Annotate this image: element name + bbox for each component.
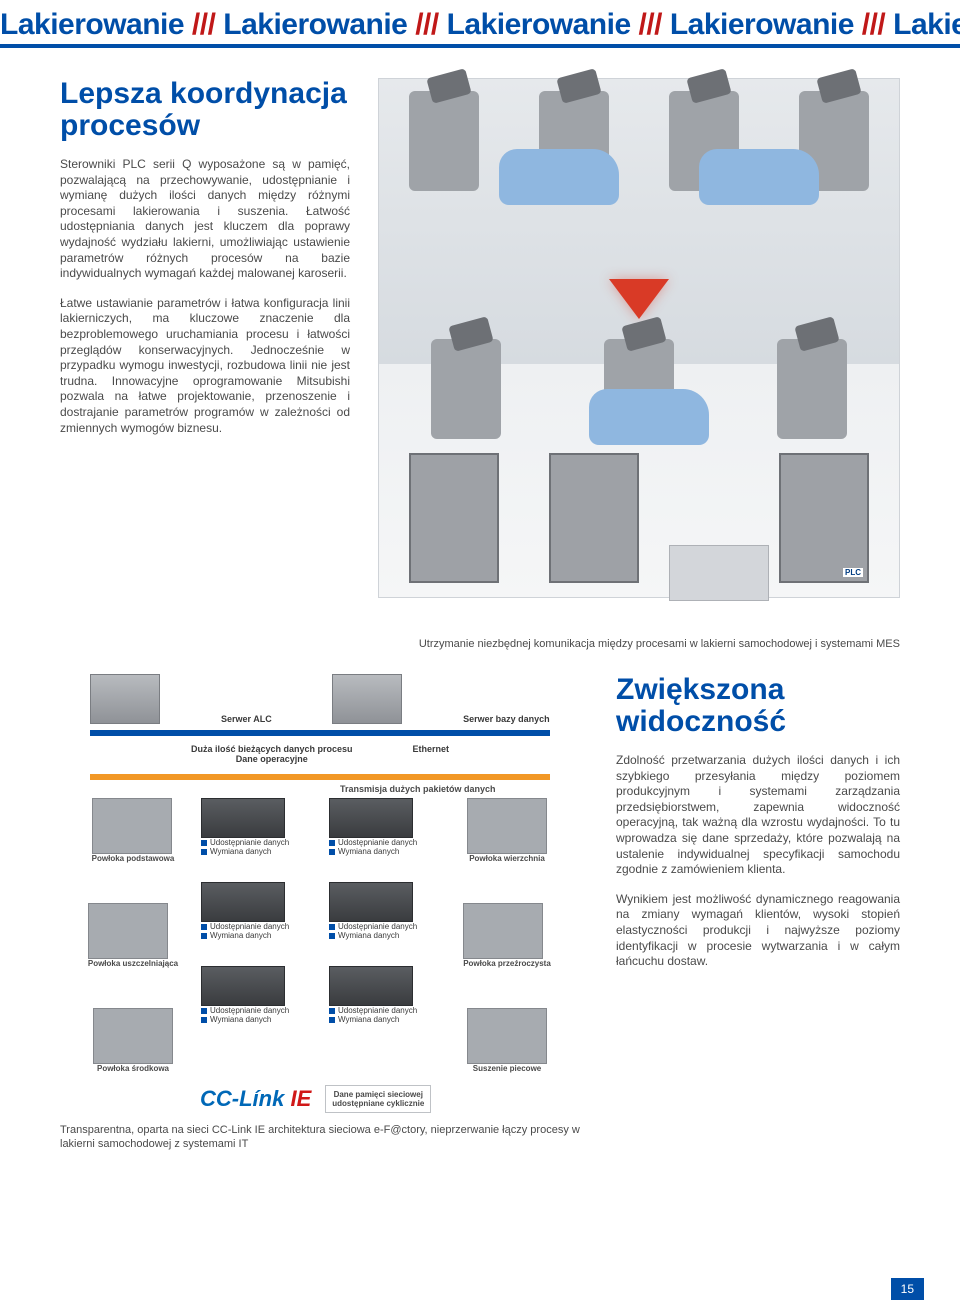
plc-icon (201, 798, 285, 838)
network-diagram: Serwer ALC Serwer bazy danych Duża ilość… (60, 674, 580, 1152)
bullet-icon (201, 1008, 207, 1014)
station-icon (92, 798, 172, 854)
server-icon (332, 674, 402, 724)
bullet-icon (329, 933, 335, 939)
header-marquee-text: Lakierowanie /// Lakierowanie /// Lakier… (0, 8, 960, 42)
section1-para2: Łatwe ustawianie parametrów i łatwa konf… (60, 296, 350, 436)
station-label: Powłoka podstawowa (92, 854, 175, 863)
bullet-icon (329, 840, 335, 846)
bullet-icon (329, 849, 335, 855)
control-cabinet-icon (549, 453, 639, 583)
robot-icon (777, 339, 847, 439)
server-label-db: Serwer bazy danych (463, 714, 550, 724)
station-label: Powłoka środkowa (93, 1064, 173, 1073)
section2-para1: Zdolność przetwarzania dużych ilości dan… (616, 753, 900, 878)
bullet-icon (329, 924, 335, 930)
section1-para1: Sterowniki PLC serii Q wyposażone są w p… (60, 157, 350, 282)
robot-icon (409, 91, 479, 191)
car-body-icon (699, 149, 819, 205)
hero-illustration: PLC (378, 78, 900, 598)
station-icon (467, 1008, 547, 1064)
plc-icon (329, 966, 413, 1006)
bullet-icon (329, 1017, 335, 1023)
mid-label-left: Duża ilość bieżących danych procesu Dane… (191, 744, 353, 764)
bullet-icon (201, 924, 207, 930)
section1-title: Lepsza koordynacja procesów (60, 78, 350, 141)
section2-para2: Wynikiem jest możliwość dynamicznego rea… (616, 892, 900, 970)
station-label: Powłoka przeźroczysta (463, 959, 551, 968)
plc-icon (329, 798, 413, 838)
laptop-icon (669, 545, 769, 601)
station-icon (463, 903, 543, 959)
field-bus-bar (90, 774, 550, 780)
server-icon (90, 674, 160, 724)
header-marquee: Lakierowanie /// Lakierowanie /// Lakier… (0, 0, 960, 48)
station-label: Powłoka uszczelniająca (88, 959, 178, 968)
bullet-icon (201, 840, 207, 846)
plc-icon (329, 882, 413, 922)
section2-title: Zwiększona widoczność (616, 674, 900, 737)
car-body-icon (589, 389, 709, 445)
bullet-icon (329, 1008, 335, 1014)
plc-icon (201, 882, 285, 922)
plc-icon (201, 966, 285, 1006)
control-cabinet-icon: PLC (779, 453, 869, 583)
hero-caption: Utrzymanie niezbędnej komunikacja między… (60, 638, 900, 650)
bullet-icon (201, 933, 207, 939)
transmission-label: Transmisja dużych pakietów danych (340, 784, 580, 794)
arrow-down-icon (609, 279, 669, 319)
control-cabinet-icon (409, 453, 499, 583)
station-label: Suszenie piecowe (467, 1064, 547, 1073)
station-icon (88, 903, 168, 959)
mid-label-right: Ethernet (413, 744, 450, 764)
cclink-sub: Dane pamięci sieciowej udostępniane cykl… (325, 1085, 431, 1113)
car-body-icon (499, 149, 619, 205)
bullet-icon (201, 849, 207, 855)
station-icon (93, 1008, 173, 1064)
bullet-icon (201, 1017, 207, 1023)
robot-icon (431, 339, 501, 439)
footer-caption: Transparentna, oparta na sieci CC-Link I… (60, 1123, 580, 1152)
ethernet-bus-bar (90, 730, 550, 736)
plc-badge: PLC (843, 568, 863, 577)
station-icon (467, 798, 547, 854)
station-label: Powłoka wierzchnia (467, 854, 547, 863)
page-number: 15 (891, 1278, 924, 1300)
server-label-alc: Serwer ALC (221, 714, 272, 724)
cclink-logo: CC-Línk IE (200, 1086, 311, 1112)
